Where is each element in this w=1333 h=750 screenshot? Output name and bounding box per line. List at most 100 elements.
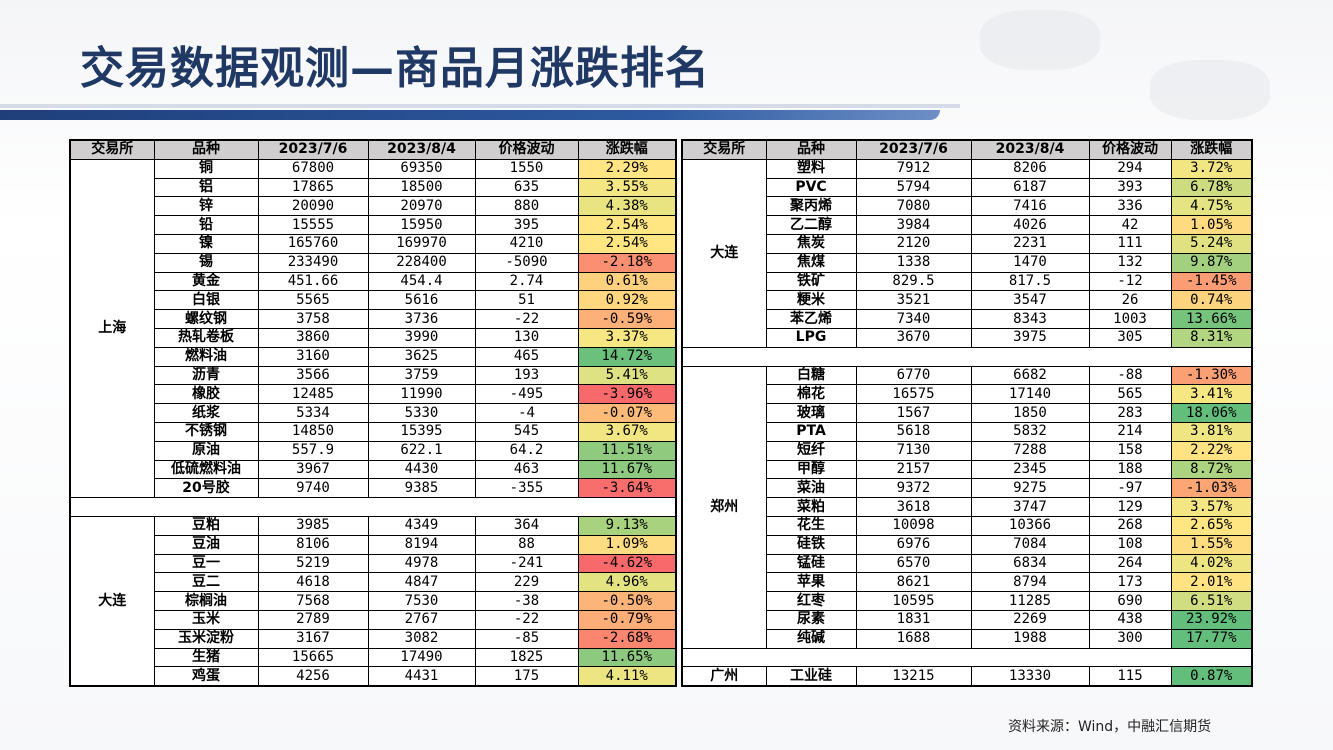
header-price-change: 价格波动 [1088, 139, 1172, 160]
pct-change-cell: -3.64% [577, 478, 677, 499]
price-change-cell: 64.2 [474, 440, 579, 461]
price-change-cell: 175 [474, 666, 579, 687]
price-start-cell: 20090 [257, 196, 369, 217]
pct-change-cell: 4.02% [1170, 553, 1253, 574]
price-start-cell: 8106 [257, 534, 369, 555]
price-change-cell: 465 [474, 346, 579, 367]
right-ranking-table: 交易所 品种 2023/7/6 2023/8/4 价格波动 涨跌幅 大连 塑料 79… [681, 139, 1253, 688]
price-change-cell: -12 [1088, 271, 1172, 292]
background-decoration [1150, 60, 1270, 120]
header-pct-change: 涨跌幅 [1170, 139, 1253, 160]
price-start-cell: 14850 [257, 421, 369, 442]
pct-change-cell: 0.92% [577, 290, 677, 311]
table-row: 焦炭 2120 2231 111 5.24% [682, 233, 1253, 254]
item-cell: 聚丙烯 [765, 196, 857, 217]
item-cell: 棕榈油 [153, 591, 259, 611]
header-date-2: 2023/8/4 [367, 139, 476, 160]
price-start-cell: 2120 [855, 233, 972, 254]
price-change-cell: -97 [1088, 478, 1172, 499]
separator-cell [69, 497, 677, 517]
item-cell: 焦炭 [765, 233, 857, 254]
price-change-cell: -38 [474, 591, 579, 611]
pct-change-cell: -1.30% [1170, 365, 1253, 386]
price-end-cell: 8343 [970, 309, 1090, 329]
table-row: PVC 5794 6187 393 6.78% [682, 177, 1253, 198]
price-end-cell: 4430 [367, 459, 476, 480]
table-row: 镍 165760 169970 4210 2.54% [70, 233, 677, 254]
price-start-cell: 17865 [257, 177, 369, 198]
item-cell: 粳米 [765, 290, 857, 311]
price-end-cell: 4431 [367, 666, 476, 687]
price-end-cell: 7084 [970, 534, 1090, 555]
item-cell: 豆一 [153, 553, 259, 574]
table-header-row: 交易所 品种 2023/7/6 2023/8/4 价格波动 涨跌幅 [681, 139, 1253, 160]
exchange-cell: 大连 [69, 515, 155, 687]
header-exchange: 交易所 [681, 139, 767, 160]
price-start-cell: 3967 [257, 459, 369, 480]
item-cell: 菜油 [765, 478, 857, 499]
table-row: 菜粕 3618 3747 129 3.57% [682, 497, 1253, 517]
pct-change-cell: 11.67% [577, 459, 677, 480]
price-end-cell: 7530 [367, 591, 476, 611]
pct-change-cell: 8.31% [1170, 327, 1253, 348]
price-end-cell: 4978 [367, 553, 476, 574]
price-change-cell: 1825 [474, 647, 579, 668]
table-row: 焦煤 1338 1470 132 9.87% [682, 252, 1253, 273]
pct-change-cell: 0.74% [1170, 290, 1253, 311]
price-end-cell: 69350 [367, 158, 476, 179]
price-start-cell: 1831 [855, 609, 972, 630]
price-end-cell: 7288 [970, 440, 1090, 461]
price-change-cell: 545 [474, 421, 579, 442]
item-cell: 镍 [153, 233, 259, 254]
price-end-cell: 6682 [970, 365, 1090, 386]
pct-change-cell: 14.72% [577, 346, 677, 367]
item-cell: 铁矿 [765, 271, 857, 292]
item-cell: 玉米淀粉 [153, 628, 259, 649]
table-row: 螺纹钢 3758 3736 -22 -0.59% [70, 309, 677, 329]
table-row: 聚丙烯 7080 7416 336 4.75% [682, 196, 1253, 217]
price-change-cell: 635 [474, 177, 579, 198]
table-row: 铝 17865 18500 635 3.55% [70, 177, 677, 198]
item-cell: 生猪 [153, 647, 259, 668]
price-end-cell: 9385 [367, 478, 476, 499]
item-cell: PVC [765, 177, 857, 198]
item-cell: 原油 [153, 440, 259, 461]
price-end-cell: 3082 [367, 628, 476, 649]
table-row: 玻璃 1567 1850 283 18.06% [682, 403, 1253, 423]
price-end-cell: 5330 [367, 403, 476, 423]
price-start-cell: 12485 [257, 384, 369, 405]
price-start-cell: 5618 [855, 421, 972, 442]
pct-change-cell: 8.72% [1170, 459, 1253, 480]
header-date-2: 2023/8/4 [970, 139, 1090, 160]
pct-change-cell: 4.96% [577, 572, 677, 593]
price-start-cell: 4618 [257, 572, 369, 593]
pct-change-cell: 3.41% [1170, 384, 1253, 405]
table-row: 锰硅 6570 6834 264 4.02% [682, 553, 1253, 574]
pct-change-cell: 0.61% [577, 271, 677, 292]
price-change-cell: 264 [1088, 553, 1172, 574]
separator-cell [681, 647, 1253, 668]
item-cell: 短纤 [765, 440, 857, 461]
item-cell: 乙二醇 [765, 215, 857, 235]
price-start-cell: 15555 [257, 215, 369, 235]
price-end-cell: 2767 [367, 609, 476, 630]
table-row: 苯乙烯 7340 8343 1003 13.66% [682, 309, 1253, 329]
price-end-cell: 1988 [970, 628, 1090, 649]
price-change-cell: 188 [1088, 459, 1172, 480]
price-start-cell: 3160 [257, 346, 369, 367]
price-end-cell: 2231 [970, 233, 1090, 254]
separator-row [681, 346, 1253, 367]
price-change-cell: 364 [474, 515, 579, 536]
pct-change-cell: 2.65% [1170, 515, 1253, 536]
price-end-cell: 18500 [367, 177, 476, 198]
price-start-cell: 15665 [257, 647, 369, 668]
price-end-cell: 1470 [970, 252, 1090, 273]
item-cell: 玉米 [153, 609, 259, 630]
item-cell: 硅铁 [765, 534, 857, 555]
table-row: 橡胶 12485 11990 -495 -3.96% [70, 384, 677, 405]
price-end-cell: 17140 [970, 384, 1090, 405]
price-start-cell: 6770 [855, 365, 972, 386]
price-change-cell: 283 [1088, 403, 1172, 423]
header-pct-change: 涨跌幅 [577, 139, 677, 160]
header-date-1: 2023/7/6 [855, 139, 972, 160]
